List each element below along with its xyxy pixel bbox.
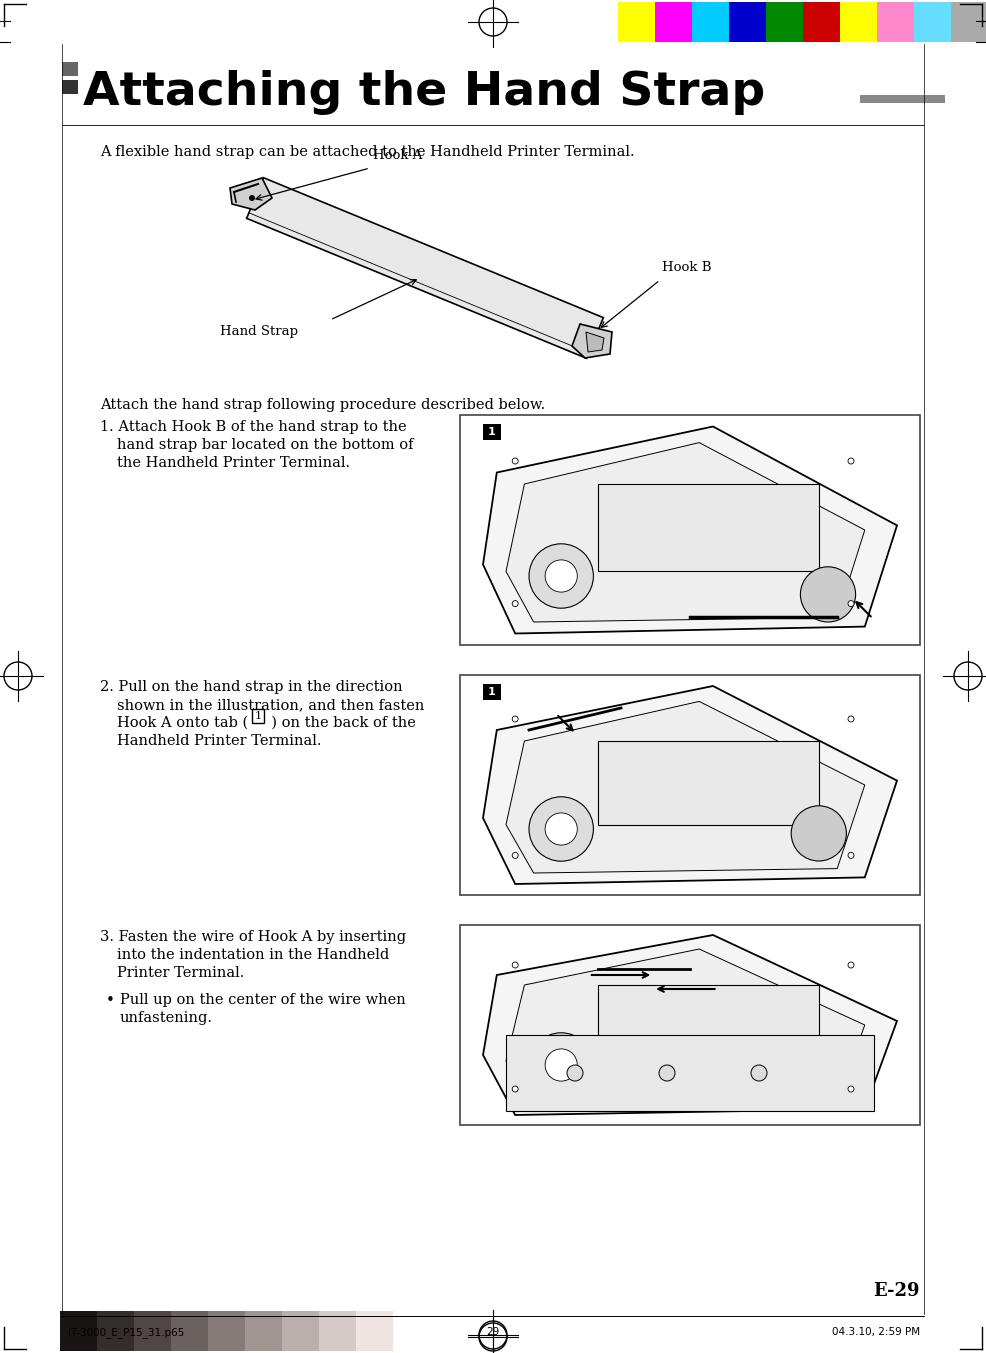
Circle shape [848, 716, 854, 723]
Polygon shape [246, 177, 603, 359]
Polygon shape [483, 426, 897, 633]
Polygon shape [506, 701, 865, 873]
Text: Pull up on the center of the wire when: Pull up on the center of the wire when [120, 993, 406, 1007]
Text: IT-3000_E_P15_31.p65: IT-3000_E_P15_31.p65 [68, 1327, 184, 1338]
Text: unfastening.: unfastening. [120, 1011, 213, 1026]
Circle shape [529, 1032, 594, 1097]
Text: 1. Attach Hook B of the hand strap to the: 1. Attach Hook B of the hand strap to th… [100, 419, 406, 434]
Text: Attach the hand strap following procedure described below.: Attach the hand strap following procedur… [100, 398, 545, 413]
Bar [245, 1311, 282, 1352]
Text: 29: 29 [486, 1327, 500, 1337]
Bar [951, 1, 986, 42]
Circle shape [529, 797, 594, 862]
Circle shape [512, 852, 519, 858]
Circle shape [848, 852, 854, 858]
Circle shape [512, 962, 519, 967]
Polygon shape [506, 442, 865, 622]
Text: •: • [106, 993, 115, 1008]
Bar [282, 1311, 319, 1352]
Bar [655, 1, 692, 42]
Polygon shape [572, 323, 612, 359]
Bar [62, 80, 78, 93]
Text: 1: 1 [254, 710, 261, 721]
Circle shape [848, 601, 854, 606]
Bar [618, 1, 655, 42]
Bar [97, 1311, 134, 1352]
Circle shape [545, 560, 577, 593]
Bar [803, 1, 840, 42]
Polygon shape [586, 331, 604, 352]
Text: Hand Strap: Hand Strap [220, 325, 298, 338]
Text: into the indentation in the Handheld: into the indentation in the Handheld [117, 948, 389, 962]
Text: Hook A onto tab (     ) on the back of the: Hook A onto tab ( ) on the back of the [117, 716, 416, 731]
Bar [692, 1, 729, 42]
Circle shape [751, 1065, 767, 1081]
Polygon shape [230, 179, 272, 210]
Circle shape [512, 459, 519, 464]
Text: 3. Fasten the wire of Hook A by inserting: 3. Fasten the wire of Hook A by insertin… [100, 930, 406, 944]
Bar [729, 1, 766, 42]
Text: Hook A: Hook A [373, 149, 422, 162]
Bar [62, 62, 78, 76]
Bar [319, 1311, 356, 1352]
Bar [460, 415, 920, 645]
Circle shape [848, 1086, 854, 1092]
Circle shape [529, 544, 594, 609]
Bar [598, 484, 818, 571]
Circle shape [512, 716, 519, 723]
Bar [171, 1311, 208, 1352]
Bar [766, 1, 803, 42]
Text: Handheld Printer Terminal.: Handheld Printer Terminal. [117, 733, 321, 748]
Polygon shape [483, 686, 897, 884]
Circle shape [791, 806, 846, 861]
Polygon shape [483, 935, 897, 1115]
Text: 1: 1 [488, 687, 496, 697]
Circle shape [545, 1049, 577, 1081]
Text: Hook B: Hook B [662, 261, 712, 275]
Bar [598, 741, 818, 824]
Circle shape [659, 1065, 675, 1081]
Bar [460, 925, 920, 1124]
Text: Printer Terminal.: Printer Terminal. [117, 966, 245, 980]
Bar [860, 95, 945, 103]
Text: A flexible hand strap can be attached to the Handheld Printer Terminal.: A flexible hand strap can be attached to… [100, 145, 635, 160]
Circle shape [801, 567, 856, 622]
Bar [840, 1, 877, 42]
Bar [914, 1, 951, 42]
Circle shape [545, 813, 577, 846]
Circle shape [249, 195, 255, 202]
Circle shape [848, 962, 854, 967]
Bar [356, 1311, 393, 1352]
Bar [598, 985, 818, 1061]
Polygon shape [506, 948, 865, 1105]
Bar [506, 1035, 874, 1111]
Text: the Handheld Printer Terminal.: the Handheld Printer Terminal. [117, 456, 350, 469]
Circle shape [512, 1086, 519, 1092]
Circle shape [848, 459, 854, 464]
Bar [483, 683, 501, 700]
Bar [208, 1311, 245, 1352]
Text: 2. Pull on the hand strap in the direction: 2. Pull on the hand strap in the directi… [100, 681, 402, 694]
Circle shape [567, 1065, 583, 1081]
Bar [60, 1311, 97, 1352]
Text: 1: 1 [488, 428, 496, 437]
Text: E-29: E-29 [874, 1283, 920, 1300]
Circle shape [512, 601, 519, 606]
Bar [460, 675, 920, 894]
Text: hand strap bar located on the bottom of: hand strap bar located on the bottom of [117, 438, 413, 452]
Bar [134, 1311, 171, 1352]
Text: Attaching the Hand Strap: Attaching the Hand Strap [83, 70, 765, 115]
Text: shown in the illustration, and then fasten: shown in the illustration, and then fast… [117, 698, 424, 712]
Text: 04.3.10, 2:59 PM: 04.3.10, 2:59 PM [832, 1327, 920, 1337]
Bar [483, 425, 501, 440]
Bar [877, 1, 914, 42]
Bar [393, 1311, 430, 1352]
